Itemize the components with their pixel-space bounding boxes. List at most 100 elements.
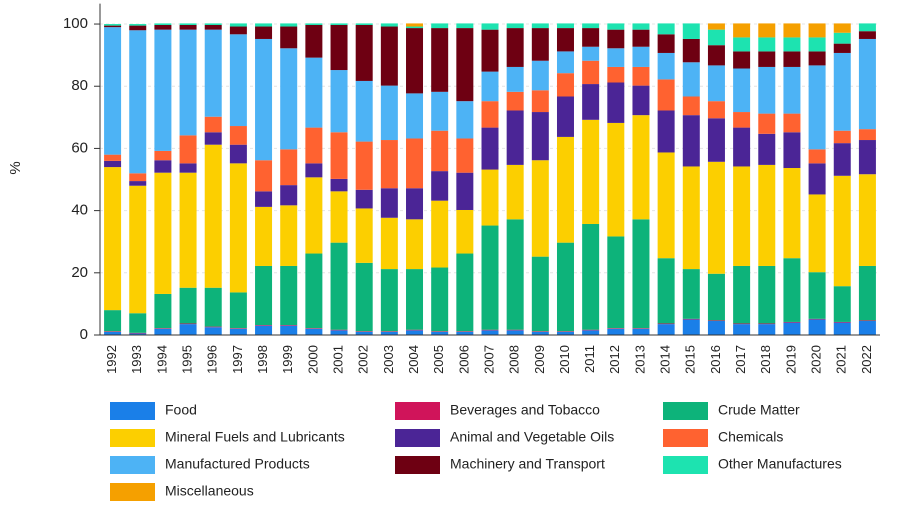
bar-segment xyxy=(406,23,424,27)
bar-segment xyxy=(406,28,424,94)
bar-segment xyxy=(556,331,574,332)
bar-segment xyxy=(280,23,298,27)
bar-segment xyxy=(808,65,826,150)
bar-segment xyxy=(556,23,574,29)
x-tick-label: 2004 xyxy=(406,345,421,374)
bar-segment xyxy=(582,84,600,120)
bar-segment xyxy=(657,258,675,324)
bar-segment xyxy=(229,292,247,329)
bar-segment xyxy=(506,110,524,165)
bar-segment xyxy=(204,29,222,117)
y-tick-label: 0 xyxy=(80,326,88,343)
bar-segment xyxy=(556,136,574,243)
bar-segment xyxy=(733,324,751,335)
bar-segment xyxy=(783,23,801,38)
bar-segment xyxy=(556,28,574,52)
bar-segment xyxy=(380,331,398,332)
x-tick-label: 2009 xyxy=(532,345,547,374)
bar-segment xyxy=(707,29,725,46)
bar-segment xyxy=(380,331,398,335)
bar-segment xyxy=(632,46,650,67)
bar-segment xyxy=(758,324,776,335)
bar-segment xyxy=(330,329,348,331)
bar-segment xyxy=(179,29,197,136)
bar-segment xyxy=(456,331,474,335)
bar-segment xyxy=(582,28,600,47)
bar-segment xyxy=(506,330,524,335)
bar-segment xyxy=(833,321,851,323)
bar-segment xyxy=(255,23,273,27)
bar-segment xyxy=(255,325,273,335)
bar-segment xyxy=(129,313,147,333)
bar-segment xyxy=(833,322,851,335)
bar-segment xyxy=(305,328,323,335)
bar-segment xyxy=(858,23,876,32)
x-tick-label: 2013 xyxy=(632,345,647,374)
x-tick-label: 2008 xyxy=(507,345,522,374)
bar-segment xyxy=(733,112,751,128)
bar-segment xyxy=(632,85,650,116)
bar-segment xyxy=(406,93,424,139)
bar-segment xyxy=(229,126,247,145)
bar-segment xyxy=(406,138,424,189)
legend-label: Machinery and Transport xyxy=(450,456,605,472)
x-tick-label: 1993 xyxy=(129,345,144,374)
bar-segment xyxy=(104,24,122,26)
bar-segment xyxy=(582,330,600,335)
bar-segment xyxy=(355,141,373,190)
x-tick-label: 2018 xyxy=(758,345,773,374)
bar-segment xyxy=(280,325,298,335)
bar-segment xyxy=(406,269,424,330)
bar-segment xyxy=(305,328,323,329)
bar-segment xyxy=(808,23,826,38)
bar-segment xyxy=(707,65,725,102)
bar-segment xyxy=(204,287,222,327)
bar-segment xyxy=(204,327,222,335)
bar-segment xyxy=(707,45,725,66)
bar-segment xyxy=(833,32,851,44)
y-tick-label: 80 xyxy=(71,77,88,94)
bar-segment xyxy=(607,328,625,329)
bar-segment xyxy=(858,265,876,321)
legend-swatch xyxy=(110,456,155,474)
bar-segment xyxy=(733,23,751,38)
y-tick-label: 40 xyxy=(71,202,88,219)
bar-segment xyxy=(682,62,700,97)
bar-segment xyxy=(783,51,801,67)
bar-segment xyxy=(456,23,474,29)
bar-segment xyxy=(406,188,424,220)
bar-segment xyxy=(355,24,373,81)
bar-segment xyxy=(280,205,298,266)
bar-segment xyxy=(707,118,725,162)
bar-segment xyxy=(808,51,826,66)
bar-segment xyxy=(355,189,373,209)
bar-segment xyxy=(305,127,323,164)
bar-segment xyxy=(154,23,172,25)
bar-segment xyxy=(783,168,801,259)
bar-segment xyxy=(858,140,876,175)
bar-segment xyxy=(858,129,876,141)
x-tick-label: 1992 xyxy=(104,345,119,374)
bar-segment xyxy=(657,52,675,80)
bar-segment xyxy=(280,48,298,150)
bar-segment xyxy=(707,321,725,335)
bar-segment xyxy=(481,29,499,72)
bar-segment xyxy=(154,29,172,151)
bar-segment xyxy=(129,333,147,335)
bar-segment xyxy=(758,113,776,134)
bar-segment xyxy=(607,48,625,67)
bar-segment xyxy=(255,265,273,326)
bar-segment xyxy=(808,319,826,335)
bar-segment xyxy=(154,160,172,173)
bar-segment xyxy=(355,80,373,142)
bar-segment xyxy=(129,181,147,186)
bar-segment xyxy=(431,28,449,92)
legend-label: Other Manufactures xyxy=(718,456,842,472)
bar-segment xyxy=(204,24,222,30)
bar-segment xyxy=(456,28,474,102)
bar-segment xyxy=(682,318,700,320)
bar-segment xyxy=(255,191,273,207)
bar-segment xyxy=(255,206,273,266)
bar-segment xyxy=(833,143,851,176)
bar-segment xyxy=(229,26,247,35)
